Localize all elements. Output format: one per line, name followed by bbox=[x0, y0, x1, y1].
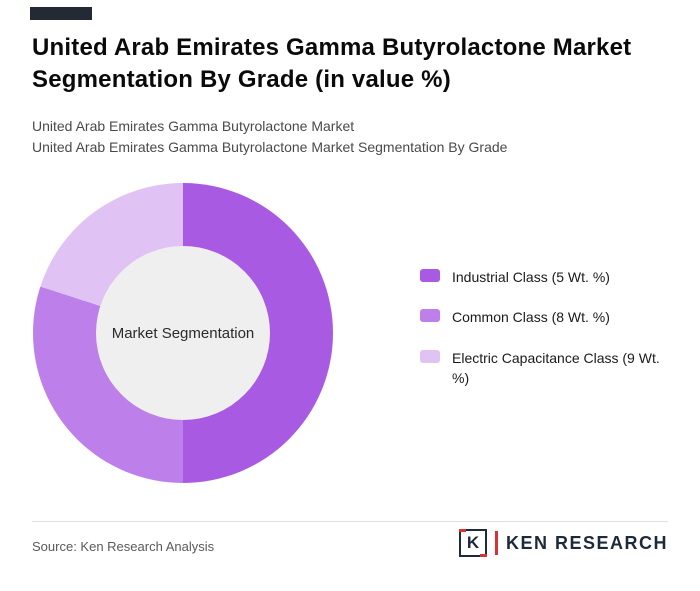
chart-subtitle-market: United Arab Emirates Gamma Butyrolactone… bbox=[32, 118, 355, 134]
donut-center-label: Market Segmentation bbox=[111, 324, 255, 342]
legend-swatch bbox=[420, 349, 440, 363]
ken-research-logo: K KEN RESEARCH bbox=[458, 529, 668, 557]
logo-wordmark: KEN RESEARCH bbox=[505, 532, 668, 553]
legend-swatch bbox=[420, 309, 440, 323]
legend-label: Common Class (8 Wt. %) bbox=[452, 309, 610, 326]
footer-divider bbox=[32, 521, 668, 522]
legend-swatch bbox=[420, 269, 440, 282]
donut-center: Market Segmentation bbox=[96, 246, 270, 420]
legend-label: Industrial Class (5 Wt. %) bbox=[452, 269, 610, 285]
logo-divider-bar bbox=[494, 531, 498, 555]
top-badge bbox=[30, 7, 92, 20]
source-note: Source: Ken Research Analysis bbox=[32, 539, 215, 554]
donut-chart: Market Segmentation bbox=[33, 183, 333, 483]
legend-label: Electric Capacitance Class (9 Wt. %) bbox=[452, 349, 660, 386]
page-title: United Arab Emirates Gamma Butyrolactone… bbox=[32, 34, 632, 93]
legend-item-industrial-class[interactable]: Industrial Class (5 Wt. %) bbox=[420, 267, 665, 287]
legend-item-common-class[interactable]: Common Class (8 Wt. %) bbox=[420, 307, 665, 327]
chart-legend: Industrial Class (5 Wt. %) Common Class … bbox=[420, 267, 665, 408]
chart-subtitle-segmentation: United Arab Emirates Gamma Butyrolactone… bbox=[32, 139, 508, 155]
logo-k-icon: K bbox=[458, 529, 487, 557]
legend-item-electric-capacitance-class[interactable]: Electric Capacitance Class (9 Wt. %) bbox=[420, 348, 665, 389]
